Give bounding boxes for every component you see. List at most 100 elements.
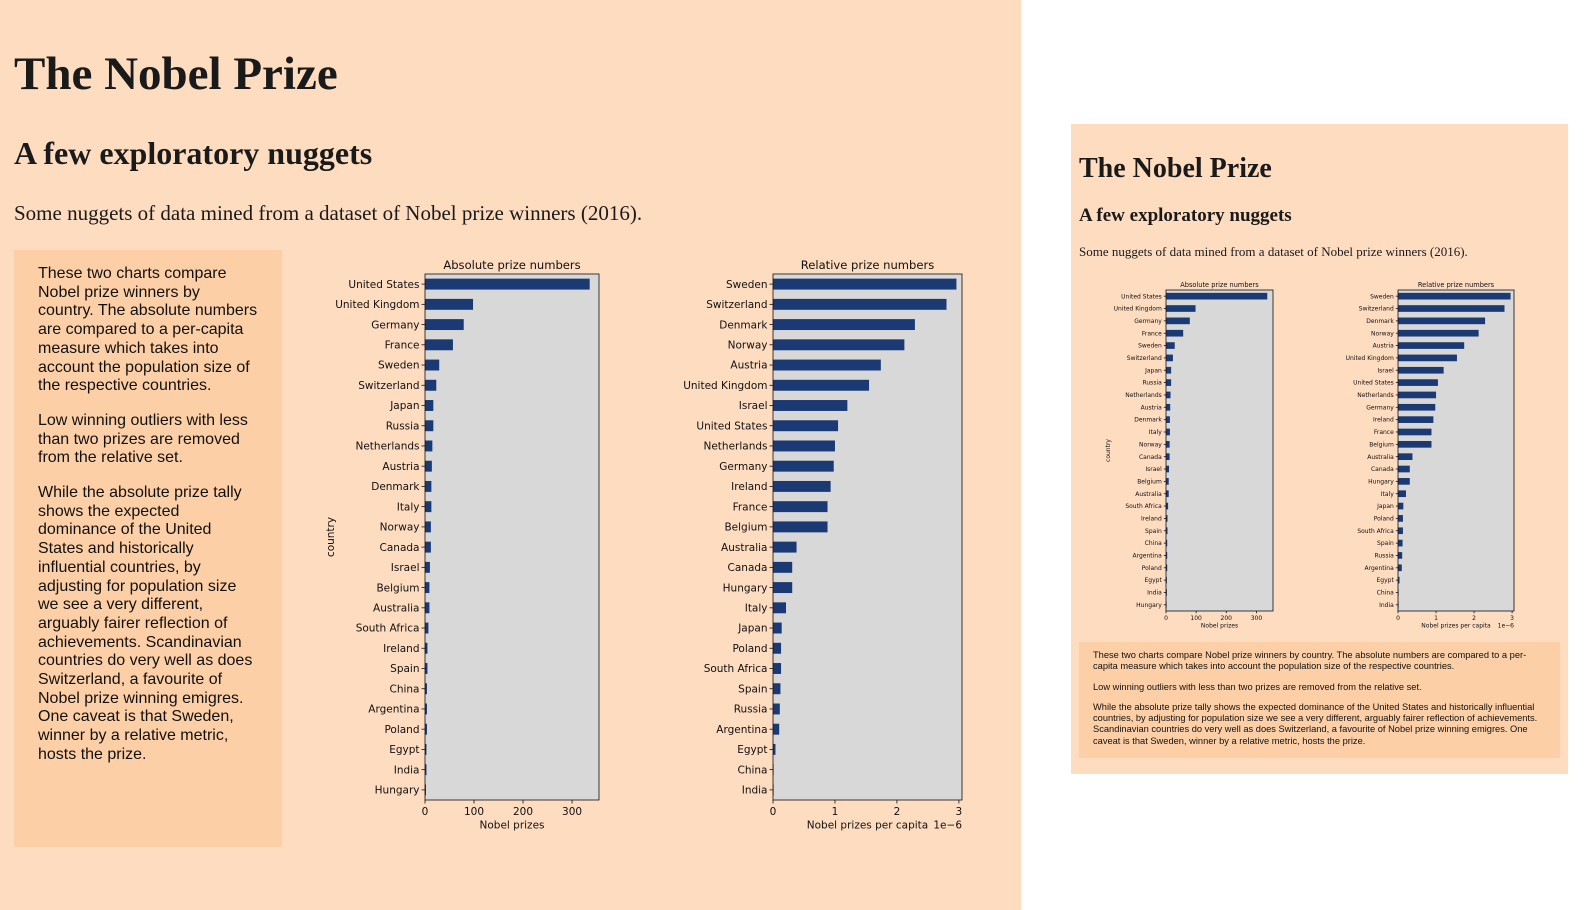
y-tick-label: Israel (739, 400, 768, 412)
bar (773, 501, 828, 513)
bar (1398, 403, 1436, 411)
y-tick-label: Russia (1142, 380, 1162, 387)
y-tick-label: Belgium (1137, 478, 1162, 485)
y-tick-label: South Africa (1357, 528, 1394, 535)
y-tick-label: Netherlands (1357, 392, 1394, 399)
bar (1166, 366, 1172, 374)
bar (1166, 342, 1175, 349)
bar (1398, 317, 1486, 325)
y-tick-label: India (1379, 602, 1394, 609)
bar (425, 541, 431, 553)
preview-page-subtitle: A few exploratory nuggets (1079, 205, 1292, 226)
bar (425, 561, 430, 573)
y-tick-label: Austria (730, 360, 767, 372)
y-tick-label: Hungary (375, 785, 420, 797)
bar (425, 784, 426, 796)
bar (773, 440, 835, 452)
bar (1166, 329, 1184, 337)
bar (773, 561, 793, 573)
bar (1166, 527, 1168, 535)
x-tick-label: 300 (1251, 615, 1263, 622)
bar (1166, 576, 1167, 584)
y-tick-label: Netherlands (703, 441, 767, 453)
y-tick-label: Israel (1145, 466, 1162, 473)
bar (1166, 403, 1171, 411)
x-axis-label: Nobel prizes per capita (1421, 623, 1491, 630)
y-tick-label: Hungary (723, 582, 768, 594)
bar (773, 723, 780, 735)
y-tick-label: United States (1353, 380, 1394, 387)
bar (1166, 440, 1170, 448)
y-tick-label: Argentina (716, 724, 767, 736)
x-tick-label: 100 (464, 806, 484, 818)
main-panel: The Nobel Prize A few exploratory nugget… (0, 0, 1021, 910)
plot-frame (424, 273, 600, 801)
bar (1166, 490, 1169, 498)
bar (1398, 490, 1406, 498)
x-tick-label: 200 (1221, 615, 1233, 622)
bar (1398, 342, 1465, 349)
bar (1166, 428, 1170, 436)
bar (1398, 379, 1438, 386)
bar (773, 319, 915, 331)
bar (773, 541, 797, 553)
bar (425, 521, 431, 533)
y-tick-label: Germany (1366, 404, 1394, 411)
preview-page-title: The Nobel Prize (1079, 153, 1272, 184)
relative-prize-chart: Sweden Switzerland Denmark Norway Austria Uni… (683, 258, 963, 832)
bar (773, 521, 828, 533)
notes-box: These two charts compare Nobel prize win… (14, 250, 282, 847)
bar (1166, 552, 1168, 559)
bar (1398, 292, 1511, 300)
bar (1166, 478, 1169, 485)
bar (773, 460, 834, 472)
bar (1166, 502, 1169, 510)
y-tick-label: India (742, 785, 768, 797)
y-tick-label: United States (1121, 293, 1162, 300)
x-tick-label: 1 (1434, 615, 1438, 622)
bar (773, 663, 782, 674)
y-tick-label: Poland (1374, 516, 1394, 523)
y-tick-label: Italy (1381, 491, 1394, 498)
bar (425, 764, 427, 776)
bar (1398, 552, 1403, 559)
y-tick-label: Australia (1367, 454, 1394, 461)
y-tick-label: Argentina (1365, 565, 1395, 572)
y-tick-label: Austria (382, 461, 419, 473)
y-tick-label: Hungary (1136, 602, 1162, 609)
bar (1398, 478, 1410, 485)
y-tick-label: Ireland (1373, 417, 1394, 424)
y-tick-label: Australia (721, 542, 767, 554)
bar (425, 723, 427, 735)
x-axis-offset-label: 1e−6 (1498, 623, 1515, 630)
y-tick-label: Belgium (724, 522, 767, 534)
x-tick-label: 0 (422, 806, 429, 818)
x-tick-label: 1 (832, 806, 839, 818)
bar (425, 642, 428, 654)
y-tick-label: Spain (1377, 540, 1394, 547)
y-tick-label: Sweden (1370, 293, 1394, 300)
chart-title: Relative prize numbers (801, 258, 934, 272)
y-tick-label: Spain (390, 663, 419, 675)
y-tick-label: Russia (734, 704, 768, 716)
y-tick-label: Japan (737, 623, 767, 635)
preview-intro-text: Some nuggets of data mined from a datase… (1079, 244, 1468, 259)
note-paragraph: While the absolute prize tally shows the… (38, 484, 253, 763)
bar (425, 622, 429, 634)
preview-notes-box: These two charts compare Nobel prize win… (1079, 642, 1560, 758)
y-tick-label: Denmark (1134, 417, 1162, 424)
y-tick-label: Switzerland (358, 380, 419, 392)
y-tick-label: Russia (386, 420, 420, 432)
y-tick-label: Spain (1145, 528, 1162, 535)
y-tick-label: France (1374, 429, 1394, 436)
bar (773, 359, 881, 371)
y-tick-label: Germany (719, 461, 767, 473)
bar (1398, 502, 1404, 510)
x-tick-label: 0 (770, 806, 777, 818)
y-tick-label: Belgium (1369, 441, 1394, 448)
bar (425, 582, 430, 594)
bar (773, 622, 782, 634)
y-tick-label: Italy (745, 602, 768, 614)
x-tick-label: 3 (1510, 615, 1514, 622)
page-title: The Nobel Prize (14, 48, 338, 100)
